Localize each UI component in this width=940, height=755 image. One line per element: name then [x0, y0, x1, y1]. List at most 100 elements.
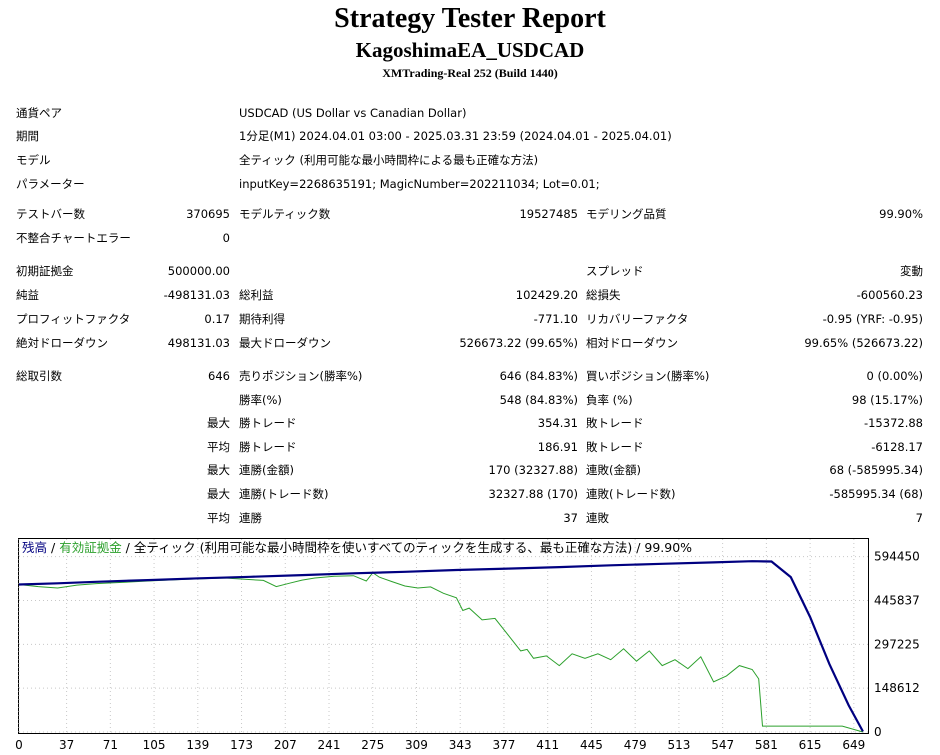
max-word: 最大 — [207, 463, 230, 477]
avg-consec-win-value: 37 — [563, 511, 578, 525]
deposit-label: 初期証拠金 — [16, 264, 74, 278]
x-tick-label: 275 — [361, 738, 384, 752]
payoff-value: -771.10 — [533, 312, 578, 326]
x-tick-label: 37 — [59, 738, 74, 752]
y-tick-label: 148612 — [874, 681, 920, 695]
max-loss-label: 敗トレード — [586, 416, 644, 430]
period-value: 1分足(M1) 2024.04.01 03:00 - 2025.03.31 23… — [239, 129, 672, 143]
balance-equity-chart: 0 37 71 105 139 173 207 241 275 309 343 377 411 445 47… — [15, 538, 920, 752]
long-value: 0 (0.00%) — [866, 369, 923, 383]
x-tick-label: 377 — [493, 738, 516, 752]
avg-consec-loss-value: 7 — [915, 511, 923, 525]
rel-dd-value: 99.65% (526673.22) — [804, 336, 923, 350]
spread-value: 変動 — [900, 264, 923, 278]
spread-label: スプレッド — [586, 264, 644, 278]
quality-label: モデリング品質 — [586, 207, 667, 221]
x-tick-label: 513 — [667, 738, 690, 752]
model-value: 全ティック (利用可能な最小時間枠による最も正確な方法) — [239, 153, 539, 167]
rf-label: リカバリーファクタ — [586, 312, 689, 326]
errors-value: 0 — [222, 231, 230, 245]
short-label: 売りポジション(勝率%) — [239, 369, 363, 383]
x-tick-label: 581 — [755, 738, 778, 752]
errors-label: 不整合チャートエラー — [16, 231, 131, 245]
avg-word: 平均 — [207, 511, 230, 525]
chart-legend: 残高 / 有効証拠金 / 全ティック (利用可能な最小時間枠を使いすべてのティッ… — [22, 540, 692, 555]
legend-separator: / — [122, 540, 134, 555]
consec-win-amt-label: 連勝(金額) — [239, 463, 294, 477]
consec-win-amt-value: 170 (32327.88) — [488, 463, 578, 477]
avg-consec-loss-label: 連敗 — [586, 511, 609, 525]
x-tick-label: 0 — [15, 738, 23, 752]
y-tick-label: 297225 — [874, 637, 920, 651]
y-tick-label: 594450 — [874, 550, 920, 564]
max-win-label: 勝トレード — [239, 416, 297, 430]
pair-label: 通貨ペア — [16, 106, 62, 120]
consec-loss-cnt-label: 連敗(トレード数) — [586, 487, 676, 501]
x-tick-label: 309 — [405, 738, 428, 752]
server-info: XMTrading-Real 252 (Build 1440) — [382, 66, 558, 80]
x-tick-label: 615 — [799, 738, 822, 752]
trades-label: 総取引数 — [16, 369, 62, 383]
bars-label: テストバー数 — [16, 207, 85, 221]
avg-win-label: 勝トレード — [239, 440, 297, 454]
rf-value: -0.95 (YRF: -0.95) — [822, 312, 923, 326]
consec-loss-amt-label: 連敗(金額) — [586, 463, 641, 477]
pf-value: 0.17 — [204, 312, 230, 326]
plot-frame — [18, 538, 869, 734]
win-value: 548 (84.83%) — [499, 393, 578, 407]
x-tick-label: 173 — [230, 738, 253, 752]
x-tick-label: 71 — [103, 738, 118, 752]
params-value: inputKey=2268635191; MagicNumber=2022110… — [239, 177, 600, 191]
equity-line — [18, 572, 864, 733]
abs-dd-label: 絶対ドローダウン — [16, 336, 108, 350]
balance-line — [18, 560, 864, 732]
period-label: 期間 — [16, 129, 39, 143]
pair-value: USDCAD (US Dollar vs Canadian Dollar) — [239, 106, 467, 120]
report-title: Strategy Tester Report — [334, 3, 606, 34]
loss-value: 98 (15.17%) — [851, 393, 923, 407]
avg-win-value: 186.91 — [537, 440, 578, 454]
x-tick-label: 649 — [842, 738, 865, 752]
legend-description: 全ティック (利用可能な最小時間枠を使いすべてのティックを生成する、最も正確な方… — [134, 540, 692, 555]
avg-loss-value: -6128.17 — [871, 440, 923, 454]
x-tick-label: 445 — [580, 738, 603, 752]
x-tick-label: 241 — [318, 738, 341, 752]
trades-value: 646 — [208, 369, 230, 383]
model-label: モデル — [16, 153, 51, 167]
x-tick-label: 139 — [186, 738, 209, 752]
consec-win-cnt-label: 連勝(トレード数) — [239, 487, 329, 501]
long-label: 買いポジション(勝率%) — [586, 369, 710, 383]
y-tick-label: 445837 — [874, 593, 920, 607]
params-label: パラメーター — [16, 177, 85, 191]
y-tick-label: 0 — [874, 725, 882, 739]
max-win-value: 354.31 — [537, 416, 578, 430]
rel-dd-label: 相対ドローダウン — [586, 336, 678, 350]
consec-win-cnt-value: 32327.88 (170) — [488, 487, 578, 501]
legend-separator: / — [47, 540, 59, 555]
quality-value: 99.90% — [879, 207, 923, 221]
pf-label: プロフィットファクタ — [16, 312, 131, 326]
avg-loss-label: 敗トレード — [586, 440, 644, 454]
gross-loss-label: 総損失 — [586, 288, 621, 302]
max-dd-label: 最大ドローダウン — [239, 336, 331, 350]
short-value: 646 (84.83%) — [499, 369, 578, 383]
consec-loss-cnt-value: -585995.34 (68) — [829, 487, 923, 501]
abs-dd-value: 498131.03 — [167, 336, 230, 350]
net-value: -498131.03 — [163, 288, 230, 302]
avg-word: 平均 — [207, 440, 230, 454]
x-tick-label: 105 — [143, 738, 166, 752]
gross-profit-label: 総利益 — [239, 288, 274, 302]
payoff-label: 期待利得 — [239, 312, 285, 326]
ticks-value: 19527485 — [519, 207, 578, 221]
gross-profit-value: 102429.20 — [515, 288, 578, 302]
deposit-value: 500000.00 — [167, 264, 230, 278]
max-word: 最大 — [207, 416, 230, 430]
gross-loss-value: -600560.23 — [856, 288, 923, 302]
legend-equity: 有効証拠金 — [59, 540, 122, 555]
max-loss-value: -15372.88 — [863, 416, 923, 430]
ticks-label: モデルティック数 — [239, 207, 331, 221]
max-dd-value: 526673.22 (99.65%) — [459, 336, 578, 350]
avg-consec-win-label: 連勝 — [239, 511, 262, 525]
x-tick-label: 479 — [624, 738, 647, 752]
legend-balance: 残高 — [22, 540, 47, 555]
